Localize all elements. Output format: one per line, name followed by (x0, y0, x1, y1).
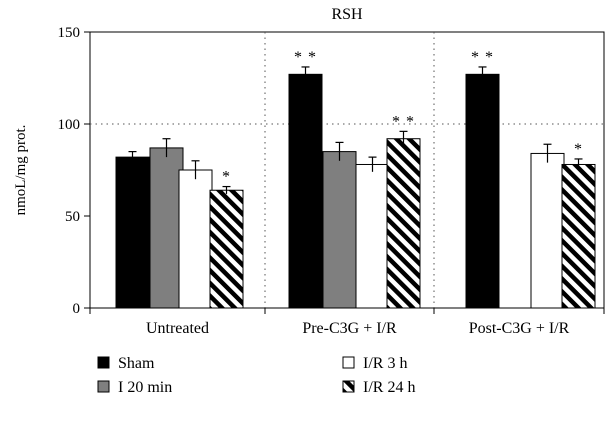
legend-swatch (97, 380, 110, 393)
bar-i-r-3-h-0 (178, 169, 213, 309)
legend-label: I/R 3 h (363, 355, 407, 372)
bar-sham-0 (115, 156, 150, 309)
significance-marker: * * (294, 49, 317, 66)
y-tick-label: 100 (58, 117, 81, 133)
legend-swatch (97, 356, 110, 369)
legend-label: Sham (118, 355, 155, 372)
y-tick-label: 150 (58, 25, 81, 41)
x-category-label: Pre-C3G + I/R (302, 320, 397, 337)
bar-sham-2 (465, 73, 500, 309)
bar-i-r-24-h-2 (561, 163, 596, 309)
bar-i-20-min-0 (149, 147, 184, 309)
bar-i-r-24-h-0 (209, 189, 244, 309)
legend-label: I/R 24 h (363, 379, 415, 396)
legend-swatch (342, 380, 355, 393)
x-category-label: Untreated (146, 320, 209, 337)
significance-marker: * (574, 141, 583, 158)
bar-i-r-3-h-2 (530, 152, 565, 309)
y-tick-label: 0 (73, 301, 81, 317)
legend-swatch (342, 356, 355, 369)
chart-title: RSH (331, 6, 363, 23)
x-category-label: Post-C3G + I/R (469, 320, 570, 337)
significance-marker: * * (392, 113, 415, 130)
legend-label: I 20 min (118, 379, 172, 396)
bar-i-r-24-h-1 (386, 138, 421, 309)
bar-sham-1 (288, 73, 323, 309)
y-axis-label: nmoL/mg prot. (13, 125, 29, 216)
bar-i-20-min-1 (322, 151, 357, 309)
bar-i-r-3-h-1 (355, 163, 390, 309)
significance-marker: * * (471, 49, 494, 66)
y-tick-label: 50 (65, 209, 80, 225)
significance-marker: * (222, 169, 231, 186)
